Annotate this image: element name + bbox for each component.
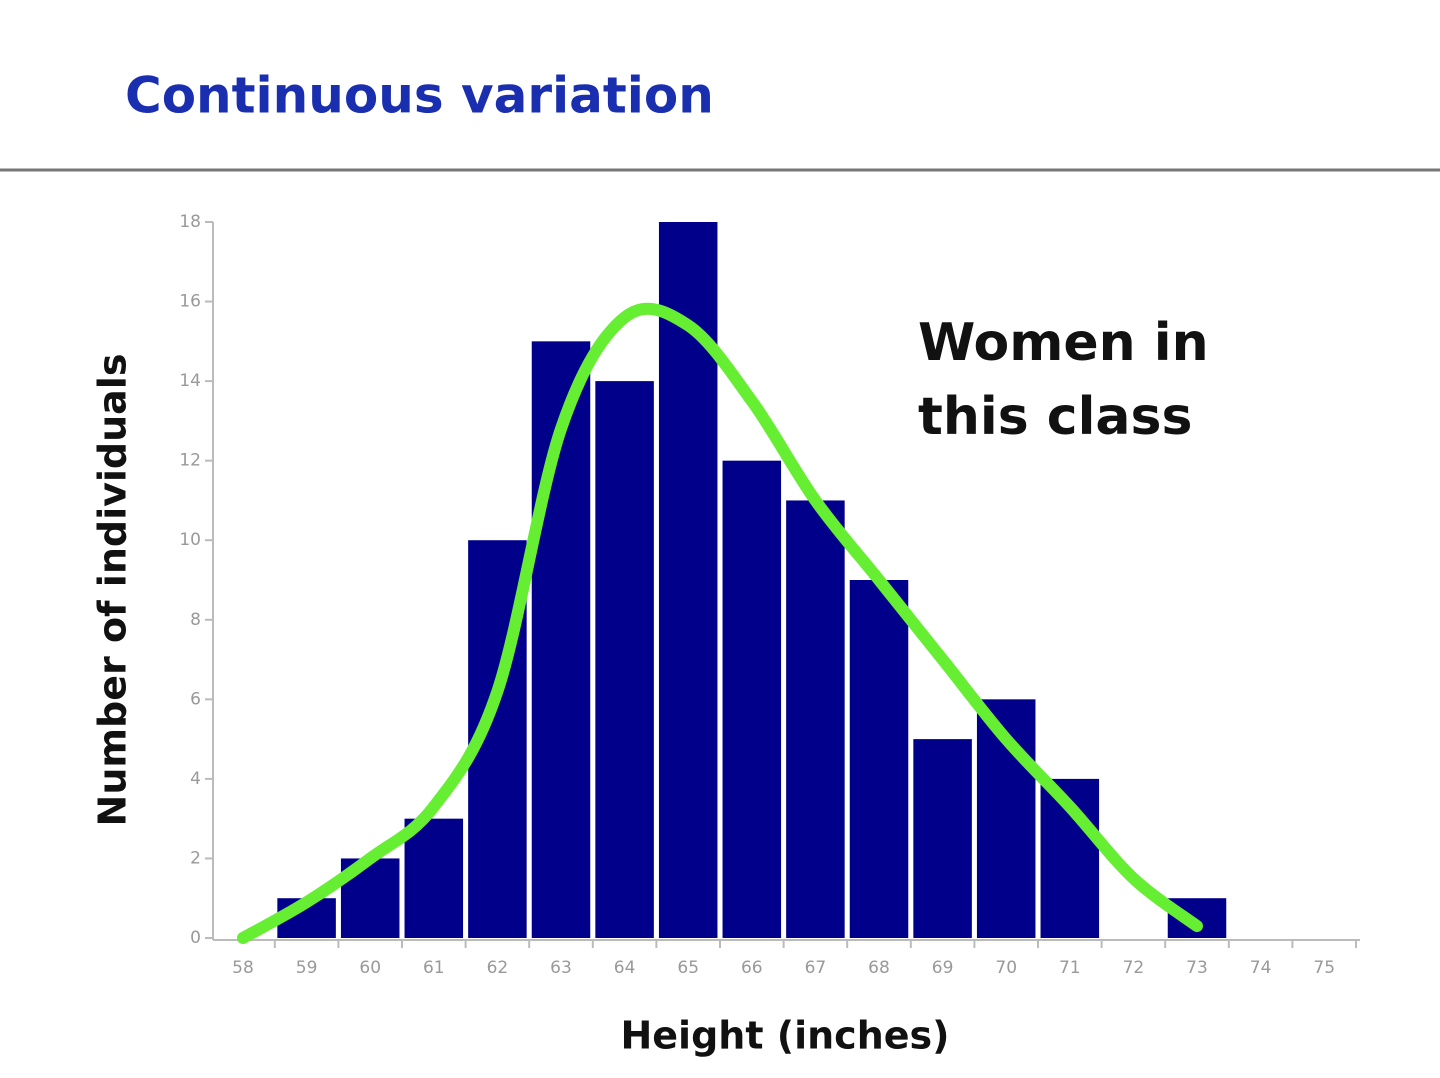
x-tick-label: 62: [487, 958, 509, 978]
x-tick-label: 60: [359, 958, 381, 978]
bar: [849, 580, 909, 938]
x-tick-label: 58: [232, 958, 254, 978]
x-tick-label: 64: [614, 958, 636, 978]
bar: [404, 818, 464, 938]
x-tick-label: 68: [868, 958, 890, 978]
annotation: Women in: [918, 313, 1209, 373]
bar: [595, 381, 654, 939]
x-axis-label: Height (inches): [620, 1014, 949, 1058]
bar: [913, 739, 972, 938]
x-tick-label: 73: [1186, 958, 1208, 978]
y-tick-label: 0: [190, 928, 201, 948]
fit-curve: [237, 302, 1203, 944]
x-tick-label: 71: [1059, 958, 1081, 978]
x-tick-label: 74: [1250, 958, 1272, 978]
x-tick-label: 63: [550, 958, 572, 978]
y-tick-label: 14: [179, 371, 201, 391]
x-tick-label: 66: [741, 958, 763, 978]
bar: [786, 500, 845, 938]
x-tick-label: 69: [932, 958, 954, 978]
y-tick-label: 6: [190, 689, 201, 709]
annotation: this class: [918, 387, 1192, 447]
y-tick-label: 18: [179, 212, 201, 232]
y-tick-label: 2: [190, 848, 201, 868]
x-tick-label: 75: [1313, 958, 1335, 978]
x-tick-label: 61: [423, 958, 445, 978]
x-tick-label: 67: [805, 958, 827, 978]
bar: [722, 460, 782, 938]
x-tick-label: 72: [1123, 958, 1145, 978]
x-tick-label: 59: [296, 958, 318, 978]
y-tick-label: 4: [190, 769, 201, 789]
y-axis-label: Number of individuals: [91, 354, 135, 827]
x-tick-label: 70: [995, 958, 1017, 978]
y-tick-label: 12: [179, 451, 201, 471]
y-tick-label: 8: [190, 610, 201, 630]
x-tick-label: 65: [677, 958, 699, 978]
y-tick-label: 10: [179, 530, 201, 550]
y-tick-label: 16: [179, 292, 201, 312]
chart-title: Continuous variation: [125, 67, 714, 125]
